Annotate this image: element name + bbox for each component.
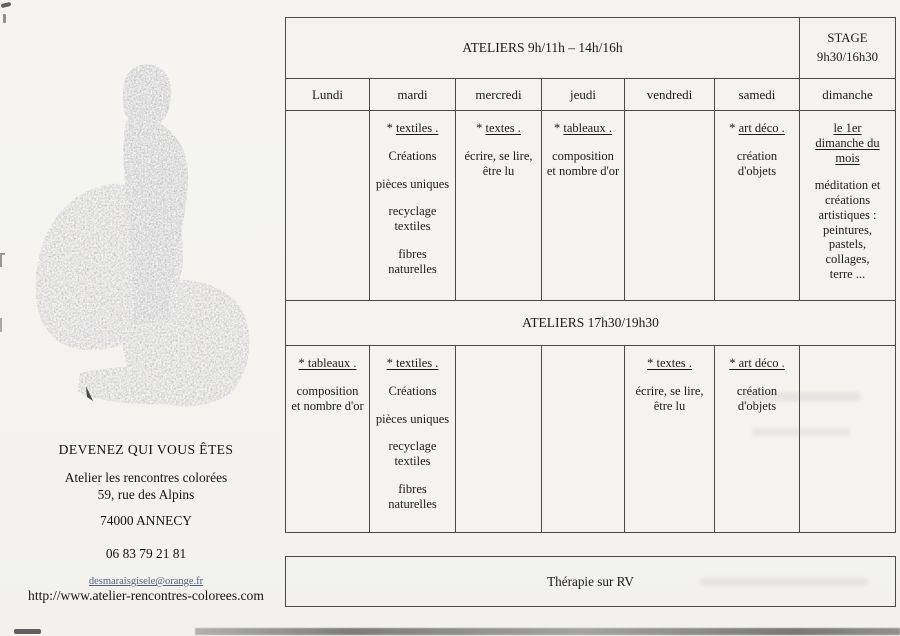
- day-header-dimanche: dimanche: [800, 79, 895, 110]
- bleedthrough-mark: [752, 428, 850, 436]
- cell-evening-mercredi: [456, 346, 541, 532]
- website-url: http://www.atelier-rencontres-colorees.c…: [28, 588, 264, 603]
- therapy-label: Thérapie sur RV: [547, 573, 634, 589]
- contact-block: DEVENEZ QUI VOUS ÊTES Atelier les rencon…: [16, 436, 276, 604]
- workshop-desc: recyclage textiles: [388, 204, 437, 233]
- schedule-table: ATELIERS 9h/11h – 14h/16h STAGE 9h30/16h…: [285, 17, 896, 533]
- scan-edge-strip: [195, 628, 900, 635]
- bleedthrough-mark: [742, 392, 860, 401]
- stage-label: STAGE: [827, 30, 868, 45]
- tagline: DEVENEZ QUI VOUS ÊTES: [58, 442, 234, 457]
- scan-artifact: [0, 255, 2, 267]
- cell-morning-jeudi: * tableaux . composition et nombre d'or: [542, 111, 624, 300]
- workshop-title: * textiles .: [386, 121, 439, 135]
- scan-artifact: [0, 253, 5, 255]
- workshop-desc: composition et nombre d'or: [546, 148, 620, 178]
- workshop-title: * textes .: [476, 121, 521, 135]
- bleedthrough-mark: [700, 578, 868, 586]
- evening-header-cell: ATELIERS 17h30/19h30: [286, 301, 895, 345]
- workshop-title: le 1er dimanche du mois: [815, 121, 880, 165]
- workshop-desc: fibres naturelles: [388, 246, 437, 276]
- workshop-desc: méditation et créations artistiques : pe…: [814, 178, 881, 281]
- workshop-desc: fibres naturelles: [388, 481, 437, 511]
- cell-evening-lundi: * tableaux . composition et nombre d'or: [286, 346, 369, 532]
- scan-artifact: [0, 318, 2, 332]
- cell-morning-lundi: [286, 111, 369, 300]
- scan-artifact: [3, 14, 6, 23]
- cell-morning-mardi: * textiles . Créations pièces uniques re…: [370, 111, 455, 300]
- cell-evening-samedi: * art déco . création d'objets: [715, 346, 799, 532]
- stage-hours: 9h30/16h30: [816, 50, 879, 64]
- day-header-vendredi: vendredi: [625, 79, 714, 110]
- phone-number: 06 83 79 21 81: [105, 546, 187, 561]
- workshop-title: * textes .: [647, 356, 692, 370]
- workshop-desc: Créations: [388, 383, 437, 398]
- city-line: 74000 ANNECY: [100, 513, 192, 528]
- workshop-desc: recyclage textiles: [388, 439, 437, 468]
- workshop-title: * tableaux .: [554, 121, 612, 135]
- cell-evening-vendredi: * textes . écrire, se lire, être lu: [625, 346, 714, 532]
- cell-evening-dimanche: [800, 346, 895, 532]
- day-header-jeudi: jeudi: [542, 79, 624, 110]
- org-name-address: Atelier les rencontres colorées 59, rue …: [64, 470, 228, 502]
- workshop-desc: composition et nombre d'or: [291, 383, 364, 413]
- workshop-desc: écrire, se lire, être lu: [464, 148, 533, 178]
- cell-evening-mardi: * textiles . Créations pièces uniques re…: [370, 346, 455, 532]
- workshop-desc: création d'objets: [736, 383, 778, 413]
- workshop-desc: Créations: [388, 148, 437, 163]
- email-link: desmaraisgisele@orange.fr: [88, 576, 204, 587]
- workshop-desc: pièces uniques: [375, 411, 450, 426]
- workshop-title: * art déco .: [729, 121, 785, 135]
- cell-morning-dimanche: le 1er dimanche du mois méditation et cr…: [800, 111, 895, 300]
- cell-morning-mercredi: * textes . écrire, se lire, être lu: [456, 111, 541, 300]
- workshop-desc: création d'objets: [736, 148, 778, 178]
- workshop-title: * tableaux .: [298, 356, 357, 370]
- cell-morning-samedi: * art déco . création d'objets: [715, 111, 799, 300]
- sketch-dark-accent: [86, 386, 93, 401]
- morning-header-cell: ATELIERS 9h/11h – 14h/16h: [286, 18, 799, 78]
- figure-sketch-image: [35, 64, 250, 407]
- workshop-title: * art déco .: [729, 356, 785, 370]
- scan-edge-mark: [14, 629, 41, 634]
- day-header-mardi: mardi: [370, 79, 455, 110]
- sketch-shading: [122, 64, 189, 325]
- workshop-title: * textiles .: [386, 356, 439, 370]
- day-header-lundi: Lundi: [286, 79, 369, 110]
- workshop-desc: pièces uniques: [375, 176, 450, 191]
- cell-morning-vendredi: [625, 111, 714, 300]
- day-header-mercredi: mercredi: [456, 79, 541, 110]
- day-header-samedi: samedi: [715, 79, 799, 110]
- workshop-desc: écrire, se lire, être lu: [635, 383, 704, 413]
- stage-cell: STAGE 9h30/16h30: [800, 18, 895, 78]
- therapy-box: Thérapie sur RV: [285, 556, 896, 607]
- cell-evening-jeudi: [542, 346, 624, 532]
- scan-artifact: [0, 1, 12, 9]
